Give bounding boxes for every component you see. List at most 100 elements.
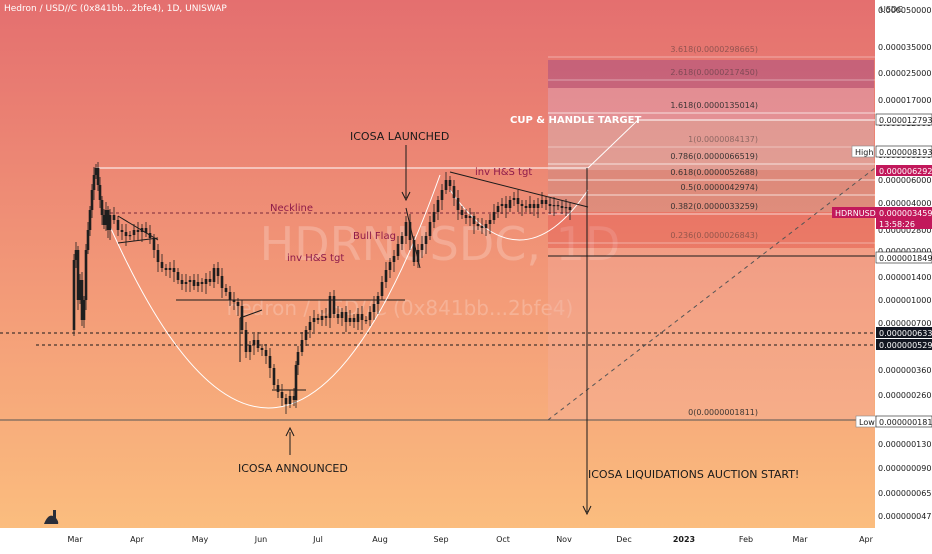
price-label-text: 0.0000081930: [879, 148, 932, 157]
price-tick-label: 0.0000007000: [878, 319, 932, 328]
candle-body: [452, 186, 456, 198]
ann-inv-hs-tgt-upper: inv H&S tgt: [475, 167, 532, 178]
price-label-text: 0.0000062926: [879, 167, 932, 176]
ann-liquidations: ICOSA LIQUIDATIONS AUCTION START!: [588, 468, 799, 481]
price-label-text: 0.0000001812: [879, 418, 932, 427]
candle-body: [84, 250, 88, 300]
fib-label: 2.618(0.0000217450): [670, 68, 758, 77]
candle-body: [100, 200, 104, 215]
candle-body: [160, 262, 164, 268]
fib-zone-0382: [548, 212, 874, 248]
candle-body: [124, 232, 128, 236]
price-tick-label: 0.0000010000: [878, 296, 932, 305]
time-tick-label: Dec: [616, 535, 631, 544]
candle-body: [368, 312, 372, 320]
candle-body: [248, 345, 252, 352]
candle-body: [308, 322, 312, 330]
candle-body: [384, 270, 388, 282]
candle-body: [88, 210, 92, 230]
candle-body: [220, 276, 224, 288]
candle-body: [90, 190, 94, 210]
ann-icosa-launched: ICOSA LAUNCHED: [350, 130, 449, 143]
candle-body: [380, 282, 384, 296]
candle-body: [98, 185, 102, 200]
time-tick-label: Nov: [556, 535, 572, 544]
candle-body: [168, 268, 172, 270]
candle-body: [284, 398, 288, 404]
price-label-text: High: [855, 148, 873, 157]
chart-background: [0, 0, 875, 528]
candle-body: [276, 385, 280, 392]
candle-body: [516, 198, 520, 204]
candle-body: [256, 340, 260, 348]
candle-body: [244, 330, 248, 352]
candle-body: [108, 215, 112, 230]
candle-body: [294, 365, 298, 400]
candle-body: [86, 230, 90, 250]
time-tick-label: Mar: [67, 535, 83, 544]
candle-body: [504, 204, 508, 208]
candle-body: [288, 396, 292, 404]
price-label-box: [875, 145, 932, 158]
time-tick-label: Jun: [254, 535, 268, 544]
candle-body: [132, 230, 136, 235]
target-projection: [587, 119, 639, 169]
candle-body: [500, 204, 504, 206]
price-label-text: 0.0000034597: [879, 209, 932, 218]
candle-body: [360, 314, 364, 320]
candle-body: [320, 316, 324, 320]
candle-body: [268, 356, 272, 368]
candle-body: [536, 204, 540, 208]
price-label-text: 13:58:26: [879, 220, 915, 229]
candle-body: [180, 280, 184, 284]
candle-body: [144, 228, 148, 233]
candle-body: [252, 340, 256, 345]
candle-body: [344, 312, 348, 322]
ann-bull-flag: Bull Flag: [353, 231, 396, 242]
price-tick-label: 0.0000020000: [878, 247, 932, 256]
candle-body: [204, 279, 208, 284]
price-tick-label: 0.0000001300: [878, 440, 932, 449]
chart-header: Hedron / USD//C (0x841bb...2bfe4), 1D, U…: [4, 4, 227, 14]
left-shoulder-a: [239, 309, 263, 319]
candle-body: [156, 250, 160, 262]
ann-cup-target: CUP & HANDLE TARGET: [510, 115, 641, 126]
candle-body: [480, 226, 484, 228]
price-label-text: HDRNUSDC: [835, 209, 882, 218]
price-tick-label: 0.0000000900: [878, 464, 932, 473]
time-tick-label: Oct: [496, 535, 510, 544]
price-label-text: Low: [859, 418, 875, 427]
price-tick-label: 0.0000040000: [878, 199, 932, 208]
candle-body: [184, 282, 188, 284]
time-tick-label: 2023: [673, 535, 695, 544]
fib-label: 0.5(0.0000042974): [681, 183, 759, 192]
candle-body: [148, 233, 152, 238]
fib-label: 0.618(0.0000052688): [670, 168, 758, 177]
candle-body: [292, 396, 296, 400]
candle-body: [312, 318, 316, 322]
price-label-box: [876, 327, 932, 338]
candle-body: [136, 230, 140, 232]
candle-body: [448, 180, 452, 186]
candle-body: [364, 320, 368, 322]
price-tick-label: 0.0000350000: [878, 43, 932, 52]
candle-body: [372, 304, 376, 312]
candle-body: [528, 204, 532, 208]
candle-body: [508, 200, 512, 208]
price-label-box: [851, 145, 875, 158]
price-tick-label: 0.0000000650: [878, 489, 932, 498]
candle-body: [200, 282, 204, 284]
candle-body: [464, 215, 468, 218]
candle-body: [128, 235, 132, 237]
fib-label: 1.618(0.0000135014): [670, 101, 758, 110]
candle-body: [300, 340, 304, 352]
candle-body: [432, 212, 436, 222]
candle-body: [120, 230, 124, 232]
price-label-text: 0.0000006339: [879, 329, 932, 338]
candle-body: [304, 330, 308, 340]
candle-body: [424, 236, 428, 244]
candle-body: [456, 198, 460, 210]
candle-body: [416, 250, 420, 262]
price-tick-label: 0.0000500000: [878, 6, 932, 15]
